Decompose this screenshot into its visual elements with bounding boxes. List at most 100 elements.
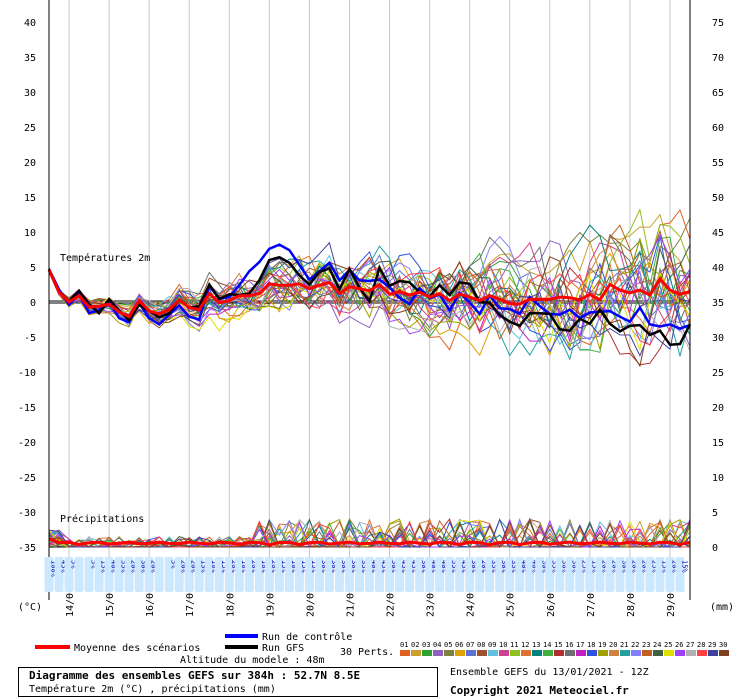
prob-value: 30% xyxy=(320,560,328,573)
prob-cell xyxy=(64,557,74,592)
pert-swatch xyxy=(455,650,465,656)
pert-number: 08 xyxy=(477,641,485,649)
x-tick-label: 27/01 xyxy=(586,587,597,617)
x-tick-label: 15/01 xyxy=(105,587,116,617)
pert-swatch xyxy=(433,650,443,656)
legend-control-label: Run de contrôle xyxy=(262,631,352,643)
prob-cell xyxy=(665,557,675,592)
prob-value: 20% xyxy=(630,560,638,573)
prob-value: 15% xyxy=(680,560,688,573)
pert-number: 14 xyxy=(543,641,551,649)
prob-cell xyxy=(445,557,455,592)
y2-tick-label: 60 xyxy=(712,123,724,134)
pert-number: 06 xyxy=(455,641,463,649)
prob-cell xyxy=(655,557,665,592)
y2-tick-label: 65 xyxy=(712,88,724,99)
pert-number: 27 xyxy=(686,641,694,649)
pert-number: 03 xyxy=(422,641,430,649)
prob-value: 25% xyxy=(580,560,588,573)
pert-swatch xyxy=(719,650,729,656)
prob-value: 20% xyxy=(600,560,608,573)
y2-tick-label: 20 xyxy=(712,403,724,414)
prob-value: 5% xyxy=(70,560,78,569)
footer-box: Diagramme des ensembles GEFS sur 384h : … xyxy=(18,667,438,697)
prob-cell xyxy=(334,557,344,592)
prob-cell xyxy=(314,557,324,592)
y-tick-label: 30 xyxy=(24,88,36,99)
prob-cell xyxy=(164,557,174,592)
prob-cell xyxy=(395,557,405,592)
prob-value: 40% xyxy=(440,560,448,573)
footer-subtitle: Température 2m (°C) , précipitations (mm… xyxy=(29,684,276,695)
axes: 14/01 15/01 16/01 17/01 18/01 19/01 20/01 21/01… xyxy=(18,0,724,617)
legend: Moyenne des scénarios Run de contrôle Ru… xyxy=(35,631,729,658)
prob-value: 15% xyxy=(200,560,208,573)
prob-value: 30% xyxy=(140,560,148,573)
pert-number: 17 xyxy=(576,641,584,649)
prob-cell xyxy=(274,557,284,592)
prob-value: 45% xyxy=(380,560,388,573)
pert-swatch xyxy=(587,650,597,656)
prob-cell xyxy=(234,557,244,592)
prob-value: 40% xyxy=(530,560,538,573)
perturbation-line xyxy=(48,233,691,329)
prob-value: 30% xyxy=(470,560,478,573)
prob-cell xyxy=(304,557,314,592)
prob-value: 40% xyxy=(430,560,438,573)
x-tick-label: 14/01 xyxy=(65,587,76,617)
y-tick-label: 20 xyxy=(24,158,36,169)
prob-cell xyxy=(154,557,164,592)
prob-cell xyxy=(224,557,234,592)
prob-cell xyxy=(565,557,575,592)
prob-value: 5% xyxy=(90,560,98,569)
prob-cell xyxy=(425,557,435,592)
footer-title: Diagramme des ensembles GEFS sur 384h : … xyxy=(29,669,361,682)
pert-swatch xyxy=(686,650,696,656)
prob-value: 35% xyxy=(550,560,558,573)
y-tick-label: 5 xyxy=(30,263,36,274)
y-tick-label: 40 xyxy=(24,18,36,29)
prob-cell xyxy=(545,557,555,592)
prob-value: 40% xyxy=(370,560,378,573)
copyright: Copyright 2021 Meteociel.fr xyxy=(450,684,629,697)
pert-number: 30 xyxy=(719,641,727,649)
prob-value: 20% xyxy=(640,560,648,573)
precip-probabilities: 100% 45% 5% 5% 15% 40% 55% 20% 30% 20% 5% 20% 20% 15%… xyxy=(44,557,688,592)
pert-number: 16 xyxy=(565,641,573,649)
x-tick-label: 28/01 xyxy=(626,587,637,617)
pert-swatch xyxy=(565,650,575,656)
prob-cell xyxy=(455,557,465,592)
prob-cell xyxy=(214,557,224,592)
prob-value: 35% xyxy=(510,560,518,573)
x-tick-label: 24/01 xyxy=(466,587,477,617)
legend-gfs-label: Run GFS xyxy=(262,643,304,654)
pert-number: 19 xyxy=(598,641,606,649)
prob-cell xyxy=(535,557,545,592)
pert-swatch xyxy=(576,650,586,656)
y-tick-label: -35 xyxy=(18,543,36,554)
gfs-line xyxy=(47,255,692,346)
prob-cell xyxy=(104,557,114,592)
prob-value: 20% xyxy=(230,560,238,573)
pert-number: 05 xyxy=(444,641,452,649)
prob-value: 30% xyxy=(560,560,568,573)
x-tick-label: 17/01 xyxy=(185,587,196,617)
prob-value: 35% xyxy=(360,560,368,573)
prob-value: 40% xyxy=(110,560,118,573)
prob-cell xyxy=(324,557,334,592)
prob-cell xyxy=(264,557,274,592)
perturbation-line xyxy=(48,236,691,353)
prob-value: 45% xyxy=(460,560,468,573)
y-tick-label: 15 xyxy=(24,193,36,204)
prob-cell xyxy=(254,557,264,592)
prob-cell xyxy=(375,557,385,592)
pert-number: 22 xyxy=(631,641,639,649)
pert-number: 18 xyxy=(587,641,595,649)
x-tick-label: 26/01 xyxy=(546,587,557,617)
y-tick-label: 25 xyxy=(24,123,36,134)
prob-value: 30% xyxy=(570,560,578,573)
pert-swatch xyxy=(697,650,707,656)
pert-swatch xyxy=(708,650,718,656)
pert-number: 10 xyxy=(499,641,507,649)
prob-cell xyxy=(84,557,94,592)
